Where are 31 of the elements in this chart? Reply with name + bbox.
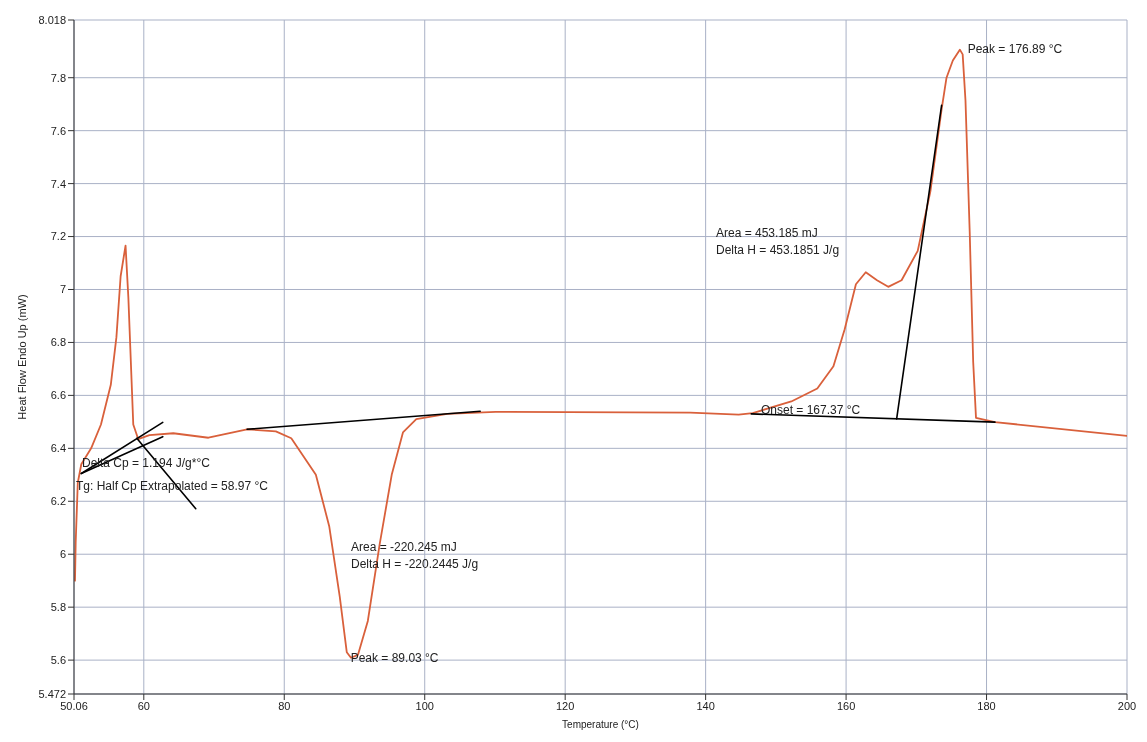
annotation: Peak = 89.03 °C [350, 650, 439, 665]
y-tick-label: 5.472 [38, 687, 66, 700]
y-tick-label: 7.2 [50, 230, 66, 243]
y-tick-label: 6.8 [50, 336, 66, 349]
annotation: Onset = 167.37 °C [761, 403, 861, 417]
x-tick-label: 80 [278, 699, 291, 712]
y-tick-label: 5.6 [50, 654, 66, 667]
y-tick-label: 6.6 [50, 389, 66, 402]
y-tick-label: 7.8 [50, 71, 66, 84]
x-tick-label: 140 [696, 699, 715, 712]
x-tick-label: 50.06 [60, 699, 88, 712]
annotation: Peak = 176.89 °C [967, 41, 1063, 56]
y-tick-label: 6.4 [50, 442, 66, 455]
annotation: Delta H = 453.1851 J/g [716, 243, 840, 257]
y-tick-label: 7.6 [50, 124, 66, 137]
y-tick-label: 5.8 [50, 601, 66, 614]
y-tick-label: 7 [59, 283, 66, 296]
x-tick-label: 60 [137, 699, 150, 712]
x-tick-label: 100 [415, 699, 434, 712]
annotation: Area = -220.245 mJ [351, 540, 457, 554]
y-tick-label: 7.4 [50, 177, 66, 190]
annotation: Area = 453.185 mJ [716, 226, 818, 240]
y-axis-title: Heat Flow Endo Up (mW) [15, 294, 28, 420]
x-tick-label: 200 [1117, 699, 1137, 712]
y-tick-label: 6 [59, 548, 66, 561]
x-tick-label: 180 [977, 699, 996, 712]
x-tick-label: 160 [836, 699, 856, 712]
y-tick-label: 8.018 [38, 13, 66, 26]
x-axis-title: Temperature (°C) [562, 719, 639, 730]
y-tick-label: 6.2 [50, 495, 66, 508]
x-tick-label: 120 [556, 699, 575, 712]
